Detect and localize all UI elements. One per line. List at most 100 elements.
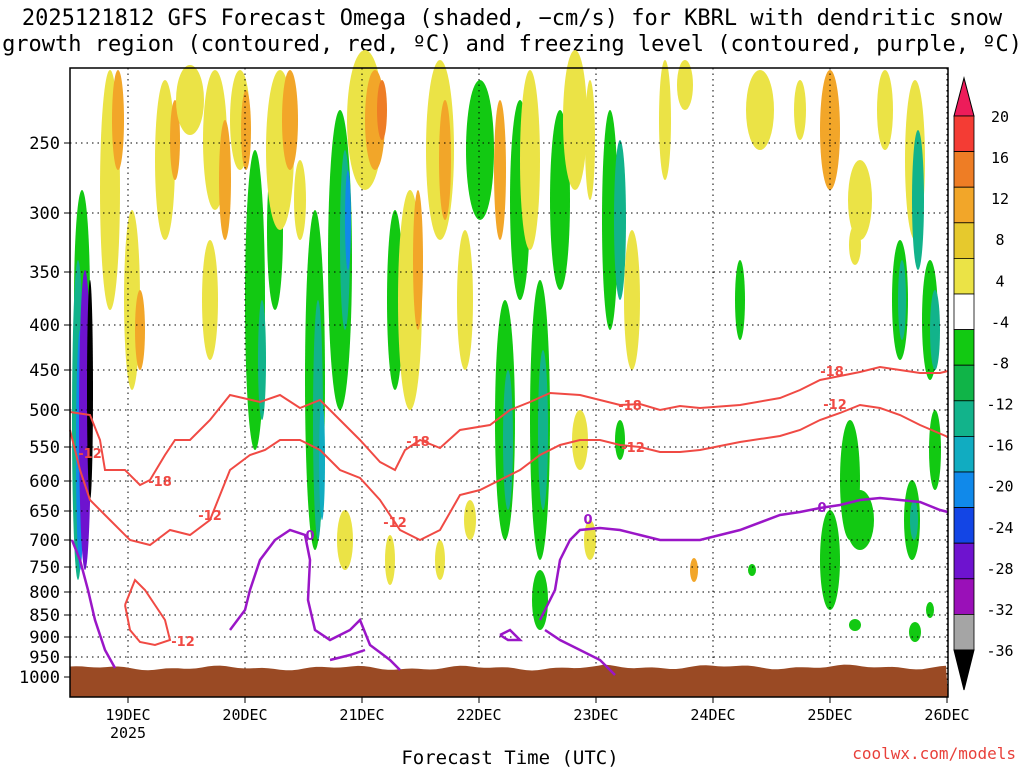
freezing-label-b: 0: [583, 513, 592, 528]
omega-blob-80: [615, 420, 625, 460]
plot-frame: [69, 67, 949, 698]
contour-layer: -12 -18 -12 -12 -18 -18 -12 -18 -12 -12 0 0 0: [69, 365, 949, 676]
colorbar-label-13: -36: [986, 642, 1013, 660]
dgz-label-minus18-c: -18: [618, 399, 642, 414]
colorbar-label-4: 4: [995, 272, 1004, 290]
omega-blob-36: [439, 100, 451, 220]
omega-blob-43: [520, 70, 540, 250]
terrain-ground: [70, 664, 948, 697]
omega-blob-66: [930, 290, 940, 370]
y-tick-label-950: 950: [29, 648, 60, 668]
colorbar-label-5: -4: [991, 313, 1009, 331]
omega-blob-68: [820, 510, 840, 610]
colorbar-label-10: -24: [986, 519, 1013, 537]
colorbar-segment-11: [953, 507, 975, 544]
y-tick-label-250: 250: [29, 134, 60, 154]
freezing-label-c: 0: [817, 501, 826, 516]
omega-blob-70: [910, 500, 918, 540]
x-tick-label-22DEC: 22DEC: [456, 706, 501, 724]
colorbar-segment-12: [953, 542, 975, 580]
x-year-label: 2025: [110, 724, 146, 742]
colorbar-segment-7: [953, 364, 975, 402]
omega-blob-4: [87, 280, 93, 500]
dgz-label-minus18-b: -18: [406, 435, 430, 450]
colorbar-label-0: 20: [991, 108, 1009, 126]
omega-blob-72: [929, 410, 941, 490]
x-tick-label-21DEC: 21DEC: [339, 706, 384, 724]
freezing-line-mid: [229, 528, 401, 671]
y-tick-label-650: 650: [29, 502, 60, 522]
omega-blob-77: [926, 602, 934, 618]
omega-blob-32: [387, 210, 403, 390]
omega-blob-62: [898, 260, 906, 340]
omega-blob-8: [135, 290, 145, 370]
colorbar-segment-2: [953, 186, 975, 224]
omega-blob-10: [170, 100, 180, 180]
omega-blob-60: [877, 70, 893, 150]
omega-blob-16: [241, 90, 251, 170]
omega-blob-39: [494, 100, 506, 240]
omega-blob-38: [466, 80, 494, 220]
y-tick-label-850: 850: [29, 606, 60, 626]
freezing-line-center: [499, 628, 524, 642]
chart-title-line1: 2025121812 GFS Forecast Omega (shaded, −…: [21, 6, 1003, 31]
omega-blob-76: [909, 622, 921, 642]
omega-blob-14: [219, 120, 231, 240]
chart-title-line2: growth region (contoured, red, ºC) and f…: [2, 32, 1022, 57]
omega-blob-71: [846, 490, 874, 550]
y-tick-label-800: 800: [29, 583, 60, 603]
site-credit[interactable]: coolwx.com/models: [852, 744, 1016, 763]
y-tick-label-500: 500: [29, 401, 60, 421]
omega-blob-11: [176, 65, 204, 135]
y-tick-label-300: 300: [29, 204, 60, 224]
y-tick-label-400: 400: [29, 316, 60, 336]
y-tick-label-450: 450: [29, 361, 60, 381]
omega-blob-22: [294, 160, 306, 240]
colorbar-segment-1: [953, 151, 975, 188]
colorbar-segment-3: [953, 222, 975, 259]
omega-blob-6: [112, 70, 124, 170]
colorbar-label-12: -32: [986, 601, 1013, 619]
dgz-label-minus12-e: -12: [823, 398, 847, 413]
dgz-minus12-lower: [124, 578, 172, 647]
omega-blob-49: [602, 110, 618, 330]
colorbar-segment-13: [953, 578, 975, 615]
colorbar-label-1: 16: [991, 149, 1009, 167]
dgz-label-minus12-a: -12: [78, 447, 102, 462]
omega-blob-48: [585, 80, 595, 200]
omega-blob-34: [413, 190, 423, 330]
colorbar-label-9: -20: [986, 478, 1013, 496]
omega-blob-53: [677, 60, 693, 110]
dgz-label-minus18-d: -18: [820, 365, 844, 380]
x-tick-label-23DEC: 23DEC: [573, 706, 618, 724]
omega-blob-21: [282, 70, 298, 170]
omega-blob-13: [202, 240, 218, 360]
omega-blob-52: [659, 60, 671, 180]
colorbar-label-2: 12: [991, 190, 1009, 208]
omega-blob-74: [748, 564, 756, 576]
colorbar-segment-9: [953, 435, 975, 473]
axes-layer: 2503003504004505005506006507007508008509…: [19, 134, 970, 768]
colorbar-top-arrow: [953, 76, 975, 117]
colorbar-segment-6: [953, 329, 975, 366]
dgz-label-minus12-d: -12: [621, 441, 645, 456]
omega-blob-18: [258, 300, 266, 420]
omega-blob-9: [155, 80, 175, 240]
omega-blob-41: [503, 370, 513, 510]
dgz-label-minus12-b: -12: [198, 509, 222, 524]
omega-blob-84: [464, 500, 476, 540]
x-tick-label-19DEC: 19DEC: [105, 706, 150, 724]
omega-blob-28: [345, 170, 351, 270]
omega-shading-layer: [72, 50, 941, 642]
omega-blob-59: [848, 160, 872, 240]
omega-blob-56: [794, 80, 806, 140]
colorbar-segment-14: [953, 614, 975, 651]
colorbar-label-11: -28: [986, 560, 1013, 578]
y-tick-label-750: 750: [29, 558, 60, 578]
freezing-label-a: 0: [305, 529, 314, 544]
omega-blob-54: [735, 260, 745, 340]
omega-blob-83: [435, 540, 445, 580]
omega-blob-47: [563, 50, 587, 190]
omega-blob-64: [912, 130, 924, 270]
